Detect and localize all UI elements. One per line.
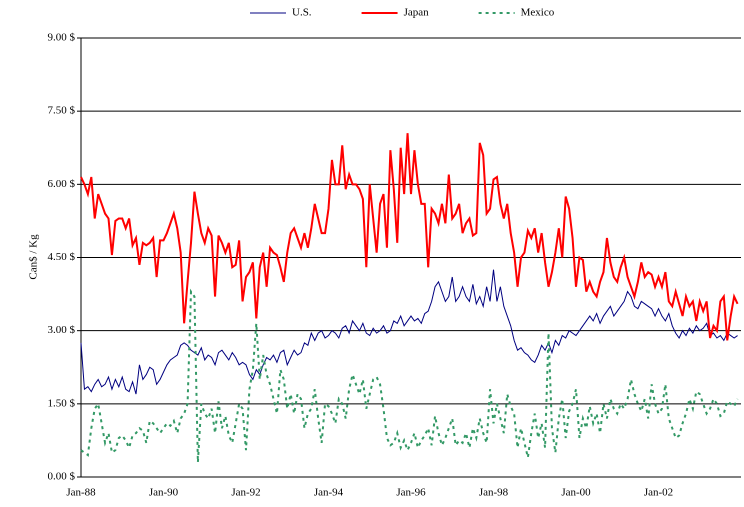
- y-tick-label: 0.00 $: [48, 471, 76, 483]
- legend-label: Mexico: [521, 7, 555, 19]
- legend-label: Japan: [404, 7, 430, 19]
- series-line: [80, 269, 738, 395]
- legend-label: U.S.: [292, 7, 312, 19]
- series-line: [80, 288, 739, 463]
- x-tick-label: Jan-00: [561, 487, 591, 499]
- x-tick-label: Jan-88: [66, 487, 96, 499]
- series-line: [80, 133, 739, 341]
- y-tick-label: 4.50 $: [48, 251, 76, 263]
- x-tick-label: Jan-98: [479, 487, 509, 499]
- y-tick-label: 9.00 $: [48, 32, 76, 44]
- y-axis-label: Can$ / Kg: [28, 234, 40, 280]
- y-tick-label: 6.00 $: [48, 178, 76, 190]
- y-tick-label: 1.50 $: [48, 397, 76, 409]
- y-tick-label: 3.00 $: [48, 324, 76, 336]
- x-tick-label: Jan-94: [314, 487, 344, 499]
- x-tick-label: Jan-02: [644, 487, 673, 499]
- y-tick-label: 7.50 $: [48, 105, 76, 117]
- x-tick-label: Jan-92: [231, 487, 260, 499]
- x-tick-label: Jan-96: [396, 487, 426, 499]
- x-tick-label: Jan-90: [149, 487, 179, 499]
